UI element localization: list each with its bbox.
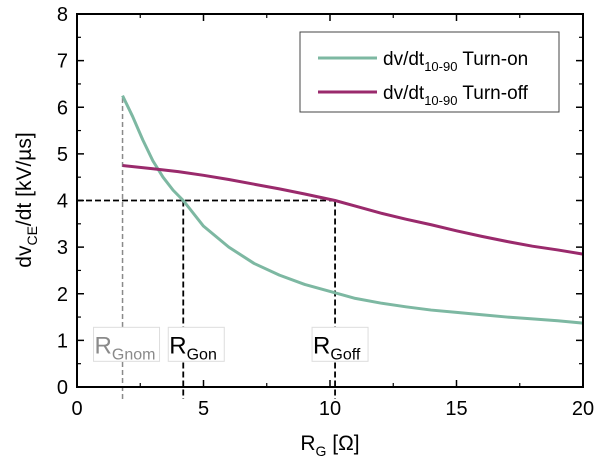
rgon-label-box [167,326,225,362]
axis-ticks: 0 5 10 15 20 0 1 2 3 4 5 6 7 8 [57,4,594,420]
x-tick-label: 5 [198,398,209,420]
x-tick-label: 0 [71,398,82,420]
legend-label-turn-off: dv/dt10-90 Turn-off [383,83,529,108]
y-axis-label: dvCE/dt [kV/µs] [13,132,40,267]
y-tick-label: 8 [57,4,68,26]
legend-box [299,31,560,113]
y-tick-label: 4 [57,191,68,213]
rgoff-label-box [311,326,369,362]
legend-label-turn-on: dv/dt10-90 Turn-on [383,49,528,74]
rgnom-label-box [93,326,161,362]
y-tick-label: 5 [57,144,68,166]
y-tick-label: 6 [57,97,68,119]
x-tick-label: 15 [445,398,467,420]
y-tick-label: 3 [57,237,68,259]
y-tick-label: 0 [57,377,68,399]
y-tick-label: 2 [57,284,68,306]
rgon-label: RGon [169,332,217,363]
series-line-turn-on [121,94,584,325]
x-axis-label: RG [Ω] [300,432,359,459]
y-tick-label: 1 [57,330,68,352]
legend: dv/dt10-90 Turn-on dv/dt10-90 Turn-off [299,31,560,113]
x-tick-label: 20 [572,398,594,420]
series-lines [121,94,584,325]
x-tick-label: 10 [319,398,341,420]
series-line-turn-off [122,164,584,256]
y-tick-label: 7 [57,51,68,73]
annotations: RGnom RGon RGoff [93,326,369,363]
rgoff-label: RGoff [313,332,361,363]
rgnom-label: RGnom [95,332,156,363]
